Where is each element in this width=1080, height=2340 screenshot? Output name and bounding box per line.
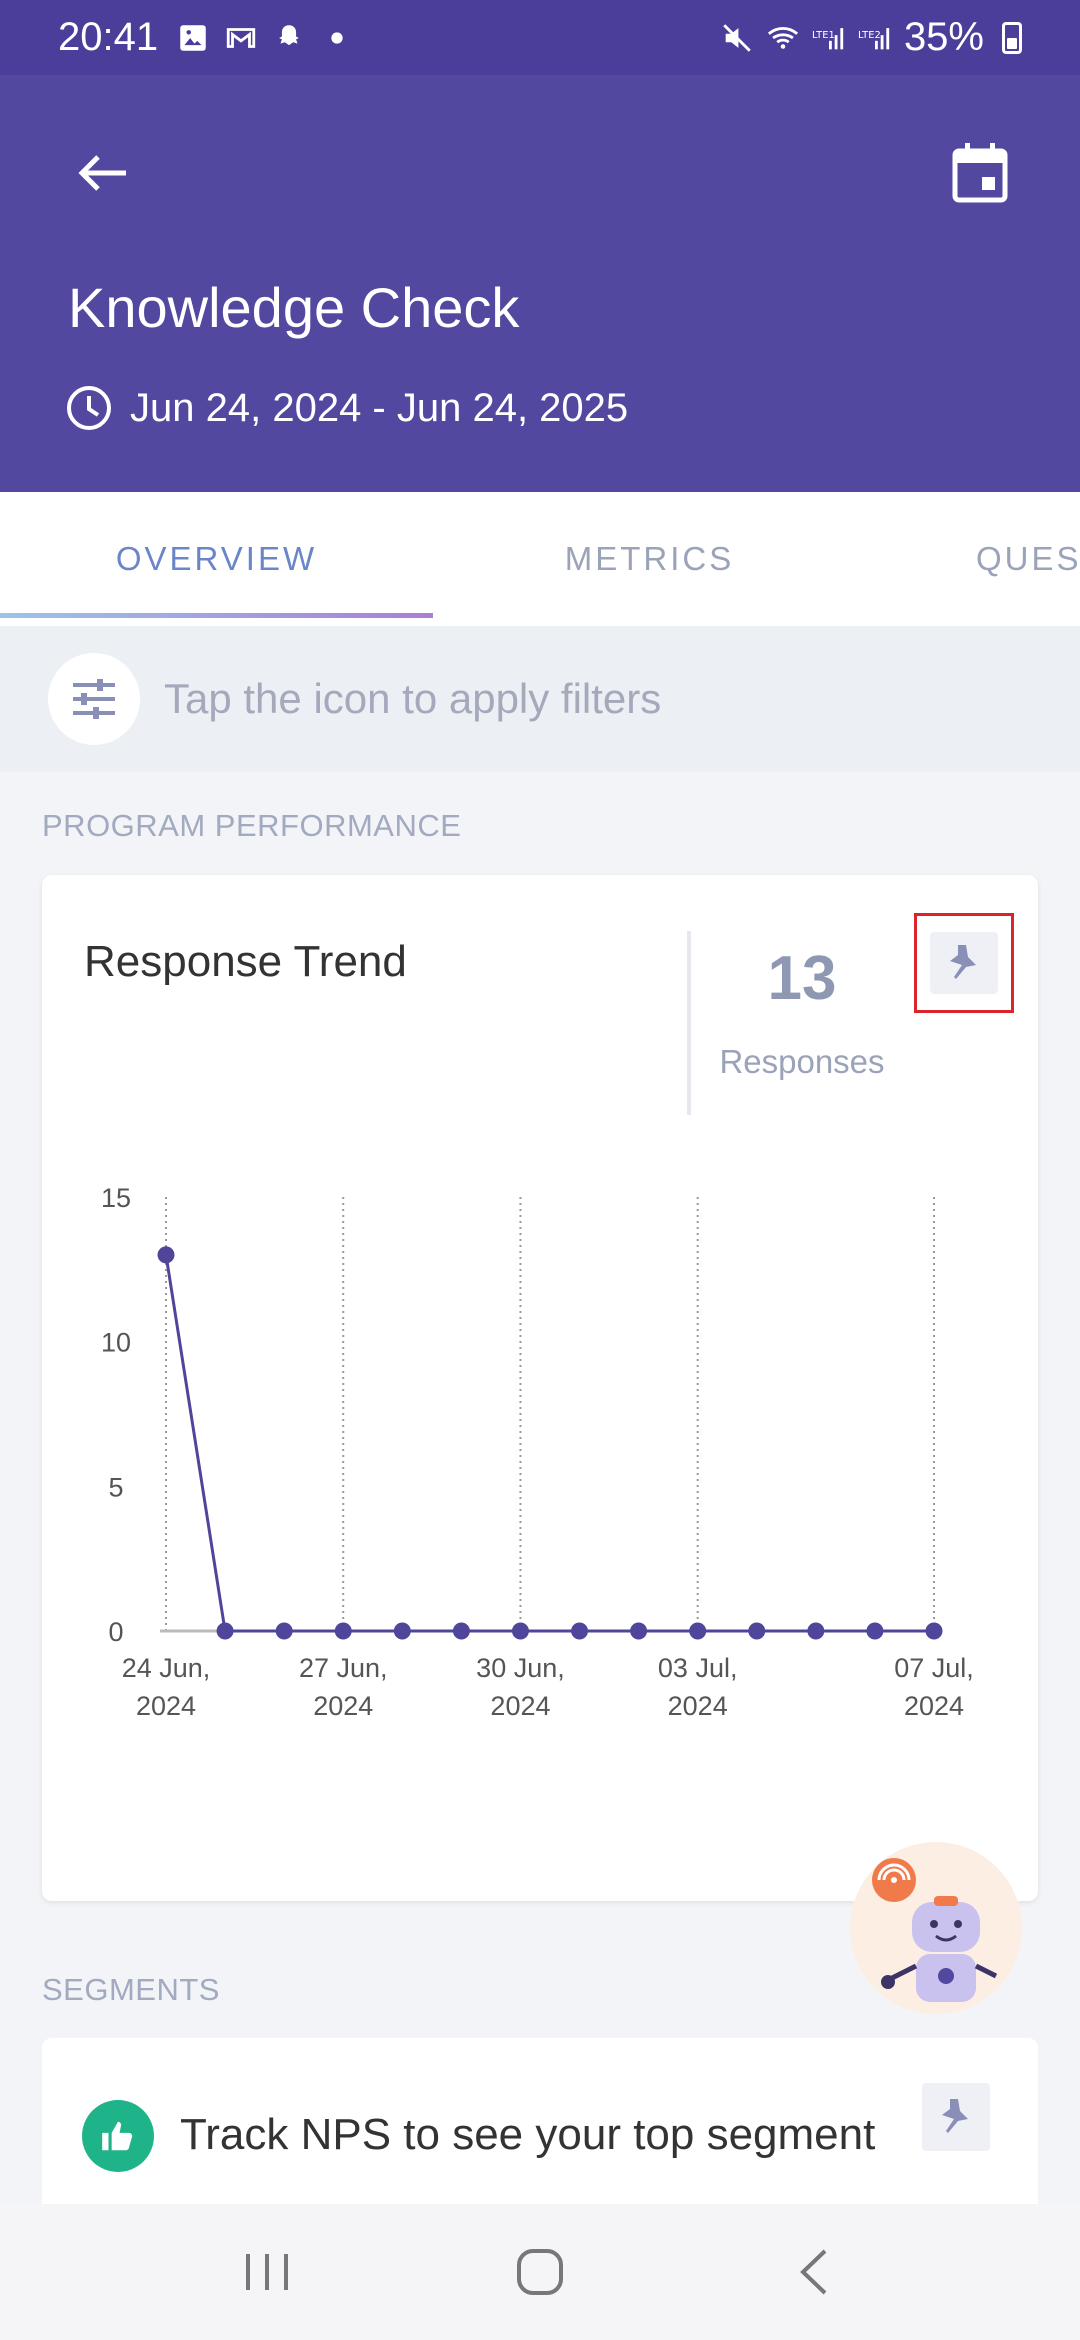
snapchat-icon xyxy=(279,24,300,45)
tab-metrics[interactable]: METRICS xyxy=(564,540,735,577)
pin-button[interactable] xyxy=(914,913,1014,1013)
chart-x-tick-label: 30 Jun, xyxy=(476,1653,565,1683)
chart-x-tick-label: 07 Jul, xyxy=(894,1653,974,1683)
tab-questions[interactable]: QUESTIONS xyxy=(976,540,1080,577)
chart-data-point xyxy=(452,1622,470,1640)
back-nav-button[interactable] xyxy=(763,2222,863,2322)
chart-x-tick-label: 27 Jun, xyxy=(299,1653,388,1683)
response-count: 13 xyxy=(767,944,837,1013)
card-title: Response Trend xyxy=(84,937,407,986)
chart-x-tick-label-year: 2024 xyxy=(136,1691,196,1721)
svg-text:LTE1: LTE1 xyxy=(812,30,835,41)
app-header: Knowledge Check Jun 24, 2024 - Jun 24, 2… xyxy=(0,75,1080,492)
chart-y-tick-label: 15 xyxy=(101,1183,131,1213)
wifi-icon xyxy=(767,26,799,49)
response-trend-chart: 0 5 10 15 24 Jun, 2024 27 Jun, 2024 30 Jun, 2024 0… xyxy=(101,1183,974,1721)
robot-icon xyxy=(872,1858,998,2002)
status-bar: 20:41 LTE1 LTE2 35% xyxy=(0,0,1080,75)
filter-bar: Tap the icon to apply filters xyxy=(0,626,1080,772)
section-label-program-performance: PROGRAM PERFORMANCE xyxy=(42,808,462,843)
home-icon xyxy=(516,2249,563,2295)
gmail-icon xyxy=(226,27,256,48)
arrow-left-icon xyxy=(78,155,126,191)
signal-lte2-icon: LTE2 xyxy=(858,27,890,49)
chart-data-point xyxy=(334,1622,352,1640)
tab-overview[interactable]: OVERVIEW xyxy=(0,492,433,626)
page-title: Knowledge Check xyxy=(68,276,520,339)
chart-series-line xyxy=(164,1254,934,1633)
back-button[interactable] xyxy=(62,133,142,213)
sliders-icon xyxy=(73,679,115,719)
chart-x-tick-label-year: 2024 xyxy=(668,1691,728,1721)
tab-bar: OVERVIEW METRICS QUESTIONS xyxy=(0,492,1080,626)
recents-icon xyxy=(245,2254,288,2290)
chart-data-point xyxy=(511,1622,529,1640)
mute-icon xyxy=(723,23,751,52)
chart-x-tick-label-year: 2024 xyxy=(490,1691,550,1721)
chart-y-tick-label: 10 xyxy=(101,1328,131,1358)
chart-data-point xyxy=(748,1622,766,1640)
system-nav-bar xyxy=(0,2204,1080,2340)
thumbs-up-icon xyxy=(82,2100,154,2172)
calendar-button[interactable] xyxy=(940,133,1020,213)
date-range-text: Jun 24, 2024 - Jun 24, 2025 xyxy=(130,385,629,430)
chart-data-point xyxy=(157,1246,175,1264)
chart-y-tick-label: 0 xyxy=(108,1617,123,1647)
clock-icon xyxy=(67,386,111,430)
chart-x-tick-label: 03 Jul, xyxy=(658,1653,738,1683)
chart-x-tick-label-year: 2024 xyxy=(313,1691,373,1721)
battery-icon xyxy=(1002,21,1022,54)
calendar-icon xyxy=(952,143,1008,203)
chart-data-point xyxy=(216,1622,234,1640)
recent-apps-button[interactable] xyxy=(217,2222,317,2322)
chart-y-tick-label: 5 xyxy=(108,1472,123,1502)
chart-data-point xyxy=(689,1622,707,1640)
segments-pin-button[interactable] xyxy=(922,2083,990,2151)
chart-data-point xyxy=(571,1622,589,1640)
chart-data-point xyxy=(807,1622,825,1640)
section-label-segments: SEGMENTS xyxy=(42,1972,220,2007)
response-trend-card: Response Trend 13 Responses 0 5 10 15 24 Jun… xyxy=(42,875,1038,1901)
battery-percent: 35% xyxy=(903,15,984,59)
response-count-label: Responses xyxy=(719,1043,885,1080)
signal-lte1-icon: LTE1 xyxy=(812,27,844,49)
chart-data-point xyxy=(393,1622,411,1640)
chart-data-point xyxy=(925,1622,943,1640)
dot-icon xyxy=(331,31,343,44)
pin-icon xyxy=(942,2099,968,2133)
home-button[interactable] xyxy=(490,2222,590,2322)
filter-button[interactable] xyxy=(48,653,140,745)
chart-data-point xyxy=(275,1622,293,1640)
chevron-left-icon xyxy=(800,2249,827,2295)
chart-data-point xyxy=(866,1622,884,1640)
chart-data-point xyxy=(630,1622,648,1640)
card-divider xyxy=(687,931,691,1115)
chart-x-tick-label-year: 2024 xyxy=(904,1691,964,1721)
filter-hint: Tap the icon to apply filters xyxy=(164,675,662,722)
chart-x-tick-label: 24 Jun, xyxy=(122,1653,211,1683)
date-range: Jun 24, 2024 - Jun 24, 2025 xyxy=(66,385,628,431)
chatbot-button[interactable] xyxy=(850,1842,1022,2014)
pin-icon xyxy=(950,945,976,979)
svg-text:LTE2: LTE2 xyxy=(858,30,881,41)
segments-message: Track NPS to see your top segment xyxy=(180,2110,876,2159)
status-time: 20:41 xyxy=(58,15,159,59)
gallery-icon xyxy=(180,24,206,51)
